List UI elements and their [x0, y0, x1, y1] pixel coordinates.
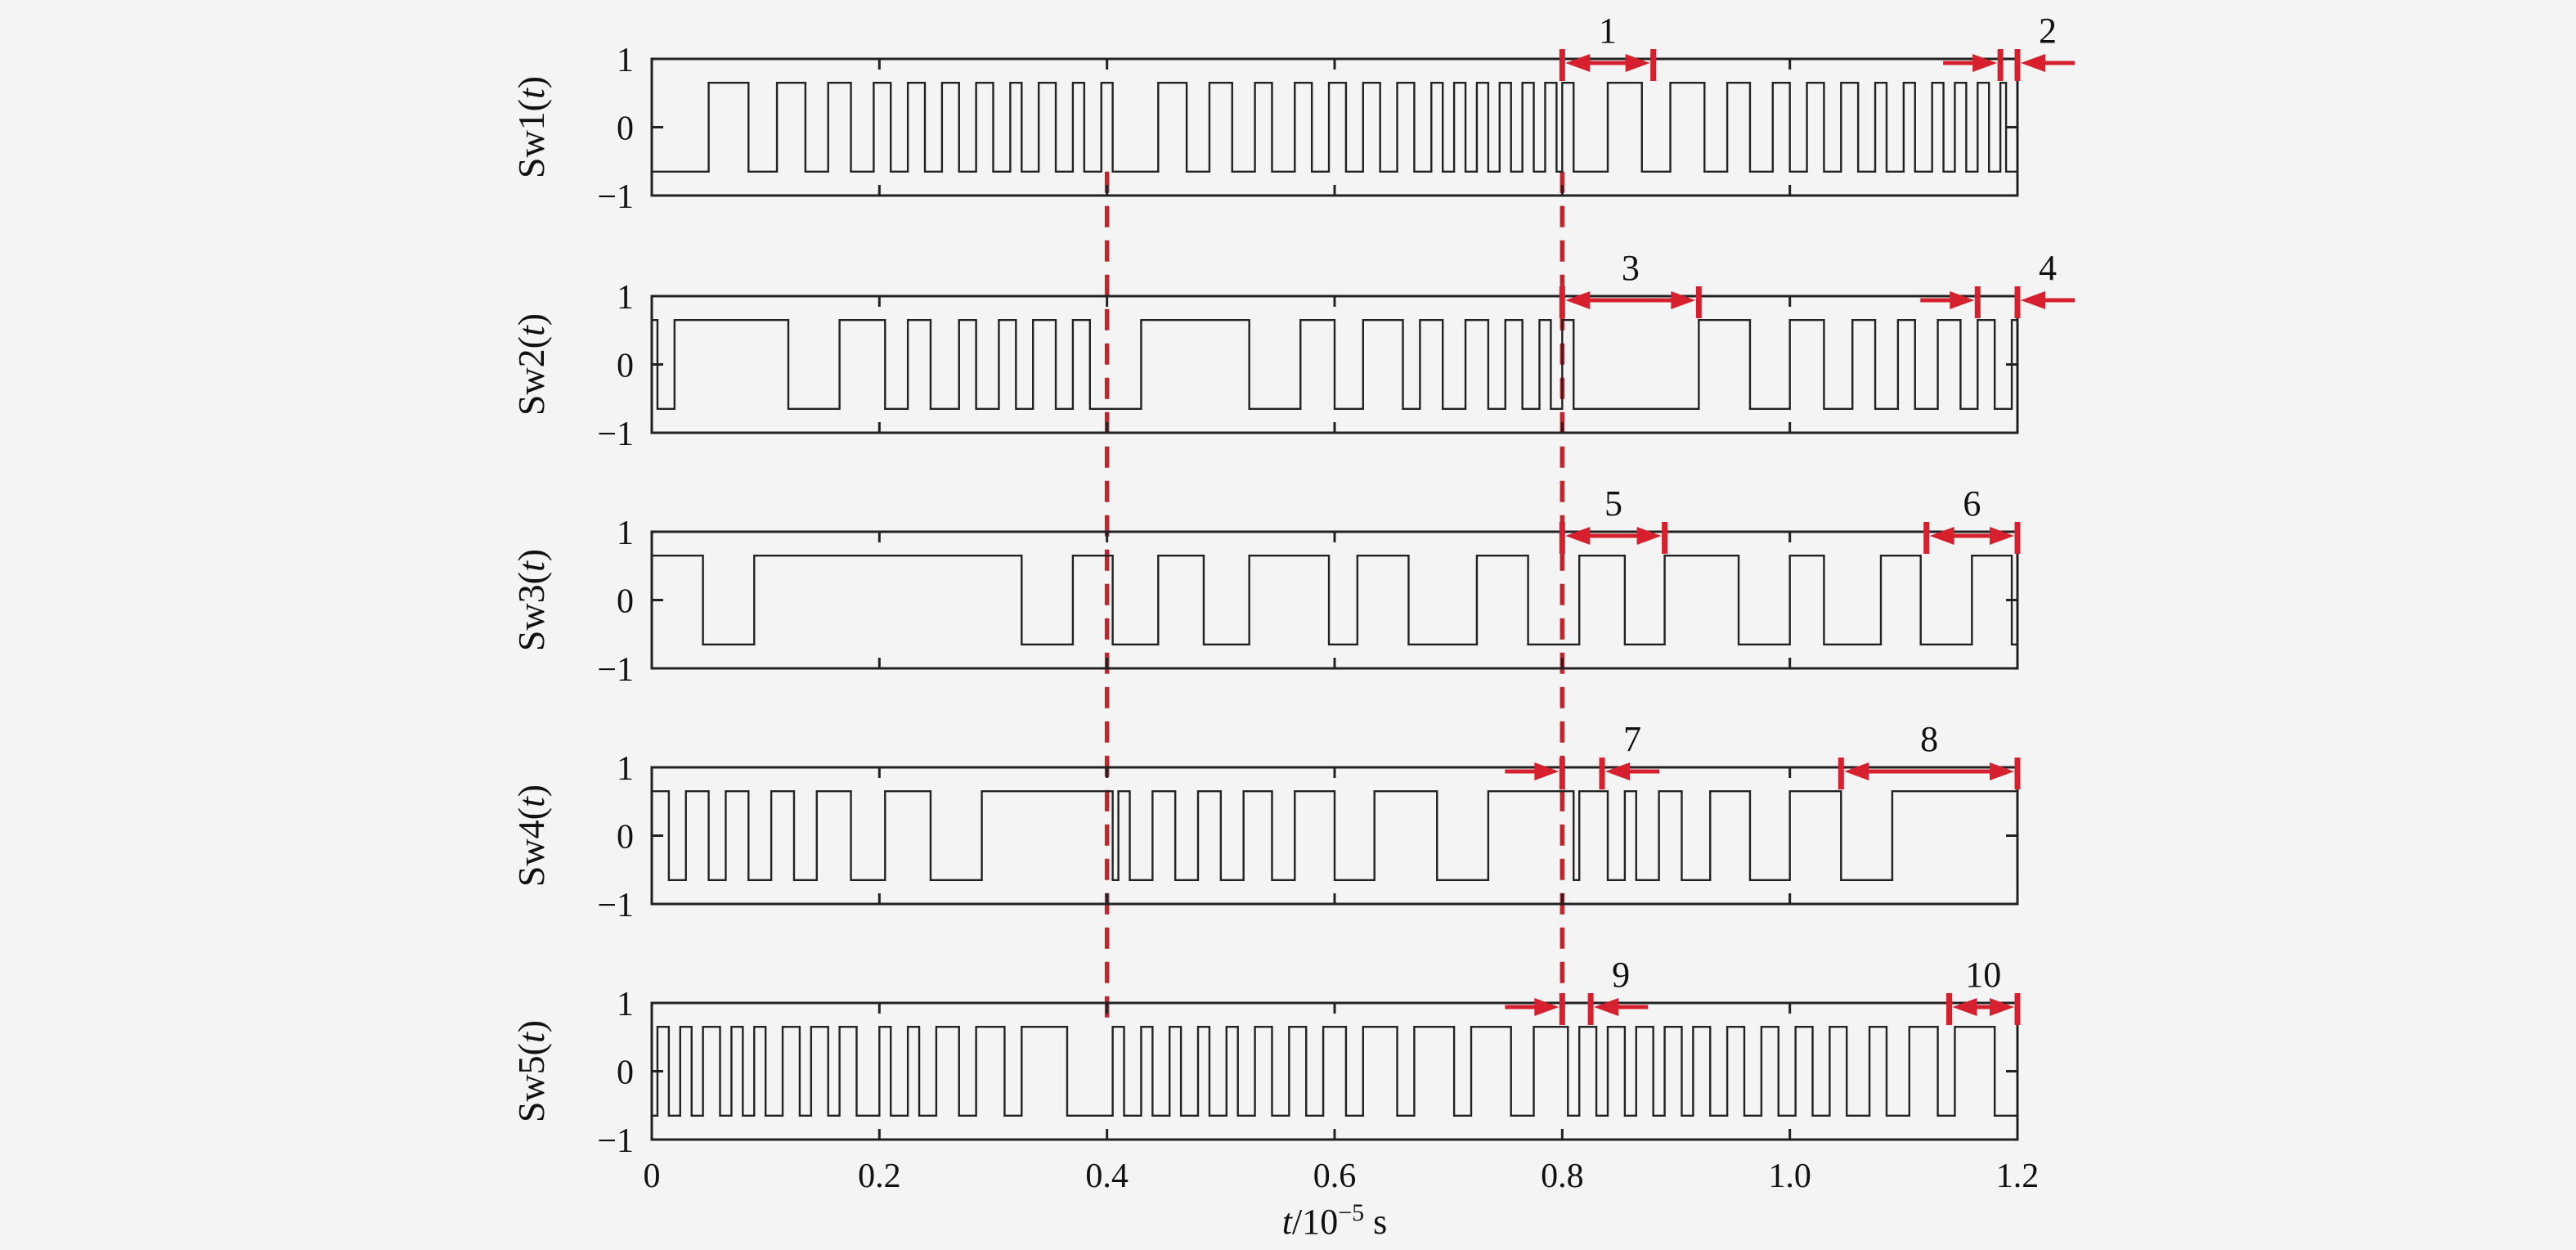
y-axis-label: Sw5(t): [510, 1020, 552, 1122]
annotation-arrowhead: [1950, 291, 1975, 309]
annotation-arrowhead: [1565, 527, 1591, 545]
y-tick-label: 1: [617, 279, 634, 317]
x-tick-label: 0.4: [1085, 1158, 1129, 1195]
y-tick-label: 0: [617, 819, 634, 857]
annotation-arrowhead: [1534, 998, 1560, 1016]
y-tick-label: −1: [597, 178, 634, 216]
annotation-arrowhead: [1625, 54, 1650, 72]
annotation-arrowhead: [2021, 54, 2045, 72]
y-tick-label: −1: [597, 887, 634, 924]
y-tick-label: 0: [617, 1054, 634, 1092]
y-tick-label: 1: [617, 515, 634, 552]
signal-line: [652, 1026, 2017, 1117]
panel-2: 1 0 −1 Sw2(t) 3 4: [510, 248, 2075, 453]
panel-frame: [650, 57, 2019, 197]
y-tick-label: 0: [617, 348, 634, 385]
annotation-arrowhead: [1534, 762, 1560, 780]
y-axis-label: Sw1(t): [510, 76, 552, 178]
annotation-arrowhead: [1990, 527, 2014, 545]
annotation-label: 6: [1963, 483, 1981, 524]
y-axis-label: Sw3(t): [510, 549, 552, 651]
annotation-label: 7: [1623, 719, 1641, 759]
panel-4: 1 0 −1 Sw4(t) 7 8: [510, 719, 2021, 924]
panel-3: 1 0 −1 Sw3(t) 5 6: [510, 483, 2021, 689]
annotation-arrowhead: [1671, 291, 1696, 309]
y-axis-label: Sw4(t): [510, 785, 552, 887]
annotation-2: 2: [1943, 11, 2075, 81]
panel-frame: [650, 530, 2019, 670]
y-tick-label: −1: [597, 1122, 634, 1160]
y-axis-label: Sw2(t): [510, 313, 552, 416]
annotation-7: 7: [1505, 719, 1660, 789]
y-tick-label: 1: [617, 42, 634, 79]
annotation-1: 1: [1559, 11, 1657, 81]
annotation-3: 3: [1559, 248, 1702, 318]
signal-line: [652, 82, 2017, 173]
annotation-arrowhead: [1844, 762, 1869, 780]
y-tick-label: 0: [617, 110, 634, 148]
annotation-10: 10: [1946, 955, 2021, 1025]
annotation-arrowhead: [1990, 762, 2014, 780]
annotation-8: 8: [1838, 719, 2021, 789]
annotation-9: 9: [1505, 955, 1649, 1025]
annotation-6: 6: [1923, 483, 2021, 554]
y-tick-label: −1: [597, 651, 634, 689]
annotation-arrowhead: [2021, 291, 2045, 309]
x-axis-label: t/10−5 s: [1282, 1199, 1388, 1242]
annotation-arrowhead: [1972, 54, 1998, 72]
annotation-label: 9: [1612, 955, 1630, 995]
annotation-arrowhead: [1594, 998, 1619, 1016]
annotation-label: 8: [1920, 719, 1938, 759]
annotation-arrowhead: [1565, 54, 1591, 72]
y-tick-label: 1: [617, 750, 634, 788]
annotation-arrowhead: [1605, 762, 1631, 780]
annotation-label: 3: [1622, 248, 1640, 288]
x-tick-label: 0.2: [858, 1158, 901, 1195]
panel-1: 1 0 −1 Sw1(t) 1 2: [510, 11, 2075, 216]
y-tick-label: 0: [617, 583, 634, 621]
signal-line: [652, 319, 2017, 410]
x-tick-label: 1.2: [1996, 1158, 2040, 1195]
annotation-label: 5: [1604, 483, 1622, 524]
annotation-label: 1: [1599, 11, 1617, 51]
y-tick-label: −1: [597, 416, 634, 453]
annotation-arrowhead: [1929, 527, 1954, 545]
annotation-label: 4: [2039, 248, 2057, 288]
x-axis: 0 0.2 0.4 0.6 0.8 1.0 1.2 t/10−5 s: [644, 1158, 2040, 1242]
annotation-arrowhead: [1565, 291, 1591, 309]
x-tick-label: 1.0: [1768, 1158, 1811, 1195]
annotation-label: 10: [1965, 955, 2001, 995]
x-tick-label: 0.6: [1313, 1158, 1357, 1195]
signal-line: [652, 790, 2019, 881]
x-tick-label: 0.8: [1541, 1158, 1584, 1195]
annotation-label: 2: [2039, 11, 2057, 51]
annotation-4: 4: [1920, 248, 2075, 318]
x-tick-label: 0: [644, 1158, 661, 1195]
signal-line: [652, 555, 2017, 645]
annotation-arrowhead: [1636, 527, 1662, 545]
annotation-arrowhead: [1952, 998, 1977, 1016]
annotation-arrowhead: [1990, 998, 2014, 1016]
annotation-5: 5: [1559, 483, 1668, 554]
y-tick-label: 1: [617, 986, 634, 1023]
